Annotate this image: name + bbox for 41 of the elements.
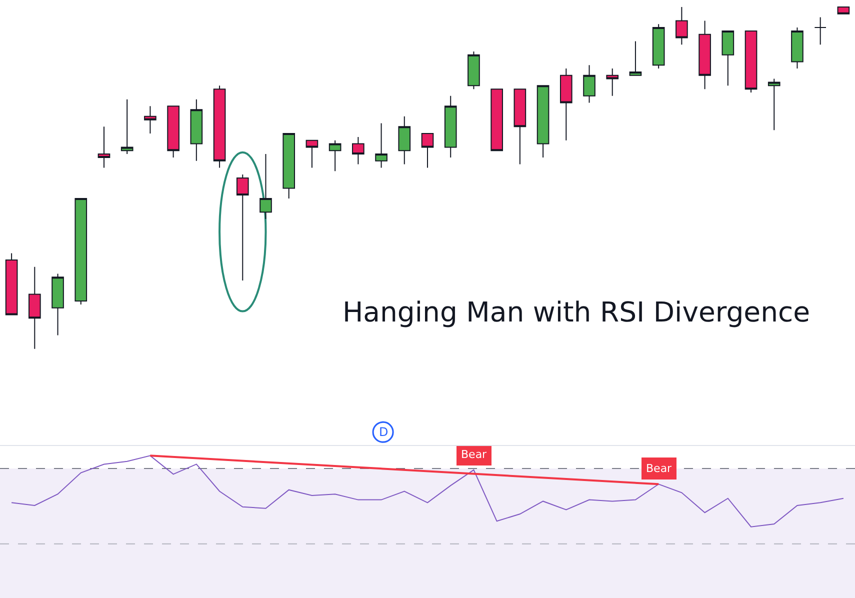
candlestick xyxy=(744,30,758,93)
candlestick xyxy=(375,122,388,168)
candlestick xyxy=(328,140,342,172)
candlestick xyxy=(120,98,134,155)
candlestick xyxy=(629,40,642,76)
candlestick xyxy=(74,198,88,305)
candlestick xyxy=(236,174,249,282)
text: Hanging Man with RSI Divergence xyxy=(342,296,810,329)
candlestick xyxy=(52,273,64,336)
candlestick xyxy=(837,6,850,14)
candlestick xyxy=(676,6,688,46)
candlestick xyxy=(514,88,526,165)
candlestick xyxy=(698,20,711,90)
candlestick xyxy=(768,78,780,131)
candlestick xyxy=(444,95,457,158)
candlestick xyxy=(722,30,734,86)
candlestick xyxy=(144,106,156,134)
candlestick xyxy=(583,64,596,104)
candlestick xyxy=(536,85,550,158)
candlestick xyxy=(814,16,826,46)
candlestick xyxy=(190,98,203,162)
candlestick xyxy=(468,50,480,90)
candlestick xyxy=(306,140,318,168)
candlestick xyxy=(606,68,619,96)
candlestick xyxy=(282,133,296,199)
candlestick xyxy=(490,88,503,152)
candlestick xyxy=(560,68,572,141)
annotation: Bear xyxy=(646,462,672,475)
candlestick xyxy=(398,116,411,165)
candlestick xyxy=(28,266,41,350)
text: D xyxy=(379,425,388,439)
annotation: Bear xyxy=(461,448,488,461)
candlestick xyxy=(5,252,18,316)
candlestick xyxy=(352,136,364,165)
candlestick xyxy=(98,126,110,168)
candlestick xyxy=(167,106,180,158)
candlestick xyxy=(421,133,434,168)
candlestick xyxy=(652,24,665,70)
candlestick xyxy=(260,154,272,220)
candlestick xyxy=(213,85,226,168)
candlestick xyxy=(791,27,804,70)
